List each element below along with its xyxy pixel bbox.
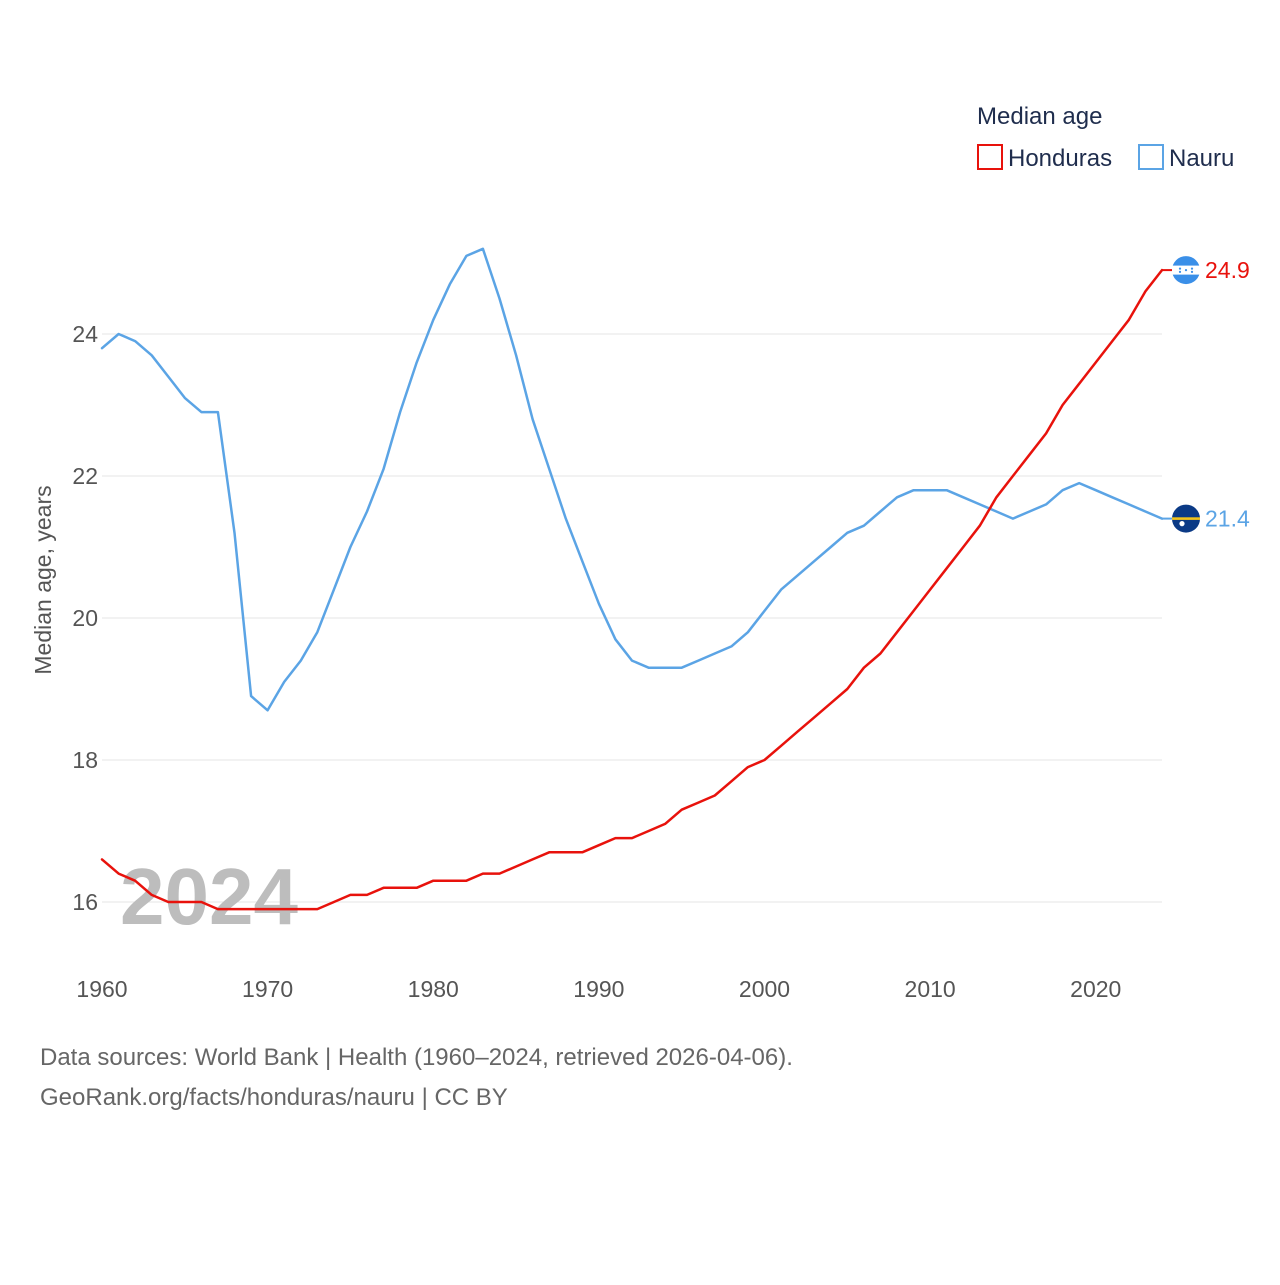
legend-title: Median age [977, 103, 1102, 130]
y-tick-label-16: 16 [72, 889, 98, 915]
source-line-2[interactable]: GeoRank.org/facts/honduras/nauru | CC BY [40, 1084, 508, 1111]
x-tick-label-1970: 1970 [242, 976, 293, 1002]
series-line-honduras[interactable] [100, 268, 1164, 911]
x-tick-label-1960: 1960 [76, 976, 127, 1002]
y-axis-ticks: 16 18 20 22 24 [72, 321, 98, 915]
series-line-nauru[interactable] [100, 247, 1164, 712]
year-watermark: 2024 [120, 852, 298, 941]
series-lines [100, 247, 1164, 911]
y-tick-label-20: 20 [72, 605, 98, 631]
x-tick-label-2010: 2010 [905, 976, 956, 1002]
legend-swatch-honduras [977, 144, 1003, 170]
end-markers: 24.9 21.4 [1162, 256, 1250, 533]
legend-item-nauru[interactable]: Nauru [1138, 144, 1234, 172]
end-value-label-honduras: 24.9 [1205, 257, 1250, 283]
y-tick-label-24: 24 [72, 321, 98, 347]
x-tick-label-1980: 1980 [408, 976, 459, 1002]
y-tick-label-18: 18 [72, 747, 98, 773]
x-axis-ticks: 1960 1970 1980 1990 2000 2010 2020 [76, 976, 1121, 1002]
x-tick-label-2020: 2020 [1070, 976, 1121, 1002]
x-tick-label-2000: 2000 [739, 976, 790, 1002]
legend-swatch-nauru [1138, 144, 1164, 170]
flag-icon-honduras [1172, 256, 1200, 285]
legend: Median age Honduras Nauru [977, 103, 1234, 172]
y-axis-title: Median age, years [30, 485, 56, 674]
end-value-label-nauru: 21.4 [1205, 506, 1250, 532]
source-line-1: Data sources: World Bank | Health (1960–… [40, 1044, 793, 1071]
legend-item-honduras[interactable]: Honduras [977, 144, 1112, 172]
legend-label-nauru: Nauru [1169, 145, 1234, 172]
gridlines [102, 333, 1162, 903]
y-tick-label-22: 22 [72, 463, 98, 489]
x-tick-label-1990: 1990 [573, 976, 624, 1002]
legend-label-honduras: Honduras [1008, 145, 1112, 172]
flag-icon-nauru [1172, 504, 1200, 533]
